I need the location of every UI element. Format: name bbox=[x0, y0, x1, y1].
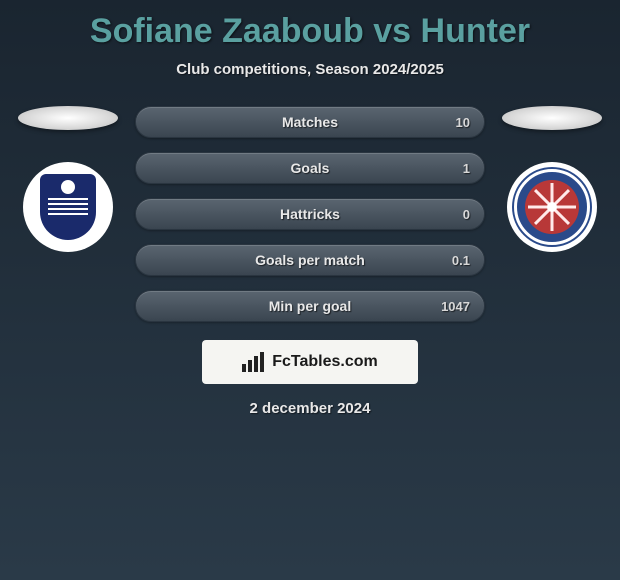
southend-shield-icon bbox=[40, 174, 96, 240]
stat-label: Hattricks bbox=[280, 206, 340, 222]
stat-row-hattricks: Hattricks 0 bbox=[135, 198, 485, 230]
left-player-column bbox=[13, 106, 123, 252]
ball-icon bbox=[61, 180, 75, 194]
page-title: Sofiane Zaaboub vs Hunter bbox=[0, 0, 620, 51]
stat-row-gpm: Goals per match 0.1 bbox=[135, 244, 485, 276]
bar-chart-icon bbox=[242, 352, 266, 372]
hartlepool-ring-icon bbox=[512, 167, 592, 247]
stat-label: Goals bbox=[291, 160, 330, 176]
stat-value-right: 0.1 bbox=[452, 253, 470, 268]
stats-column: Matches 10 Goals 1 Hattricks 0 Goals per… bbox=[135, 106, 485, 322]
subtitle: Club competitions, Season 2024/2025 bbox=[0, 61, 620, 78]
left-club-badge bbox=[23, 162, 113, 252]
comparison-panel: Matches 10 Goals 1 Hattricks 0 Goals per… bbox=[0, 106, 620, 322]
right-player-avatar-placeholder bbox=[502, 106, 602, 130]
stat-row-matches: Matches 10 bbox=[135, 106, 485, 138]
waves-icon bbox=[48, 197, 88, 215]
stat-value-right: 1047 bbox=[441, 299, 470, 314]
stat-label: Min per goal bbox=[269, 298, 351, 314]
branding-text: FcTables.com bbox=[272, 353, 378, 371]
stat-value-right: 0 bbox=[463, 207, 470, 222]
right-player-column bbox=[497, 106, 607, 252]
branding-badge[interactable]: FcTables.com bbox=[202, 340, 418, 384]
stat-value-right: 10 bbox=[456, 115, 470, 130]
stat-value-right: 1 bbox=[463, 161, 470, 176]
ship-wheel-icon bbox=[525, 180, 579, 234]
stat-label: Goals per match bbox=[255, 252, 365, 268]
stat-label: Matches bbox=[282, 114, 338, 130]
date-line: 2 december 2024 bbox=[0, 400, 620, 417]
stat-row-goals: Goals 1 bbox=[135, 152, 485, 184]
left-player-avatar-placeholder bbox=[18, 106, 118, 130]
stat-row-mpg: Min per goal 1047 bbox=[135, 290, 485, 322]
right-club-badge bbox=[507, 162, 597, 252]
